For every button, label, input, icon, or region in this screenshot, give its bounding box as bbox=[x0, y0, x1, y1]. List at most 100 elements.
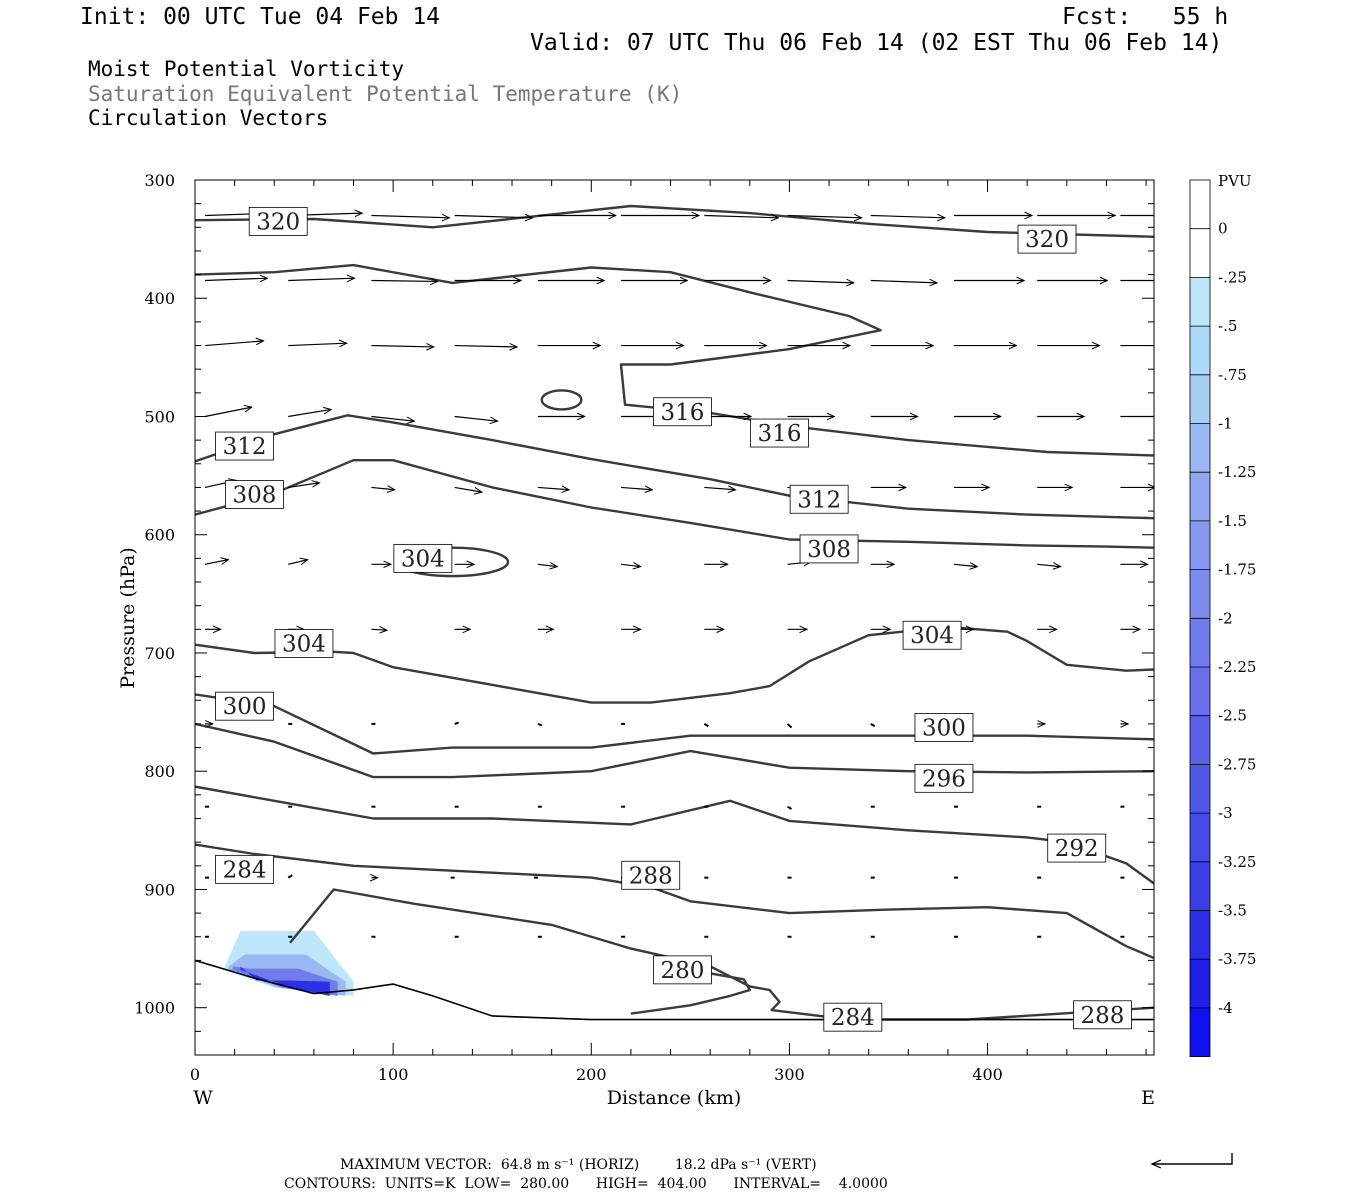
circulation-vector bbox=[204, 407, 252, 418]
circulation-vector bbox=[870, 281, 937, 283]
max-vector-text: MAXIMUM VECTOR: 64.8 m s⁻¹ (HORIZ) 18.2 … bbox=[340, 1157, 817, 1173]
contour-label-text: 300 bbox=[223, 694, 267, 720]
init-time: Init: 00 UTC Tue 04 Feb 14 bbox=[80, 4, 441, 30]
contour-label-box bbox=[215, 854, 274, 884]
circulation-vector bbox=[371, 629, 387, 630]
contour-label-box bbox=[1047, 833, 1107, 863]
x-tick-label: 0 bbox=[190, 1065, 200, 1084]
circulation-vector bbox=[287, 874, 293, 879]
circulation-vector bbox=[204, 560, 228, 565]
contour-label-284: 284 bbox=[823, 1002, 883, 1032]
colorbar-swatch bbox=[1190, 472, 1210, 521]
colorbar-label: -.25 bbox=[1218, 268, 1247, 286]
x-tick-label: 100 bbox=[378, 1065, 409, 1084]
x-tick-label: 300 bbox=[774, 1065, 805, 1084]
colorbar-label: -3.25 bbox=[1218, 853, 1256, 871]
title-vectors: Circulation Vectors bbox=[88, 106, 329, 130]
contour-label-box bbox=[621, 860, 681, 890]
y-tick-label: 900 bbox=[144, 880, 175, 899]
contour-label-text: 320 bbox=[1025, 227, 1069, 253]
contour-312 bbox=[195, 414, 1154, 520]
y-tick-label: 300 bbox=[144, 171, 175, 190]
contour-label-box bbox=[653, 955, 712, 985]
contour-label-box bbox=[914, 713, 974, 742]
contour-label-layer: 320 320 316 316 312 312 308 308 304 304 304 300 300 2… bbox=[215, 206, 1132, 1032]
colorbar-unit: PVU bbox=[1218, 172, 1252, 190]
contour-label-text: 316 bbox=[758, 421, 802, 447]
colorbar-swatch bbox=[1190, 423, 1210, 473]
circulation-vector bbox=[288, 560, 308, 565]
circulation-vector bbox=[621, 564, 641, 566]
contour-label-300: 300 bbox=[914, 713, 974, 742]
circulation-vector bbox=[870, 215, 945, 217]
colorbar-swatch bbox=[1190, 520, 1210, 570]
contour-label-text: 296 bbox=[922, 766, 966, 792]
circulation-vector bbox=[454, 346, 517, 347]
colorbar-swatch bbox=[1190, 277, 1210, 327]
circulation-vector bbox=[1037, 564, 1060, 566]
contour-label-288: 288 bbox=[1073, 1000, 1132, 1030]
contour-label-292: 292 bbox=[1047, 833, 1107, 863]
contour-label-text: 280 bbox=[660, 958, 704, 984]
contour-label-296: 296 bbox=[914, 763, 974, 793]
colorbar-swatch bbox=[1190, 910, 1210, 960]
contour-label-text: 304 bbox=[282, 632, 326, 658]
y-tick-label: 800 bbox=[144, 762, 175, 781]
contour-label-box bbox=[274, 629, 334, 658]
colorbar-label: -1.25 bbox=[1218, 463, 1256, 481]
circulation-vector bbox=[870, 723, 876, 728]
contour-label-box bbox=[823, 1002, 883, 1032]
colorbar-label: -1.75 bbox=[1218, 561, 1256, 579]
colorbar-swatch bbox=[1190, 618, 1210, 667]
x-tick-label: 400 bbox=[972, 1065, 1003, 1084]
contour-label-box bbox=[653, 397, 712, 427]
circulation-vector bbox=[454, 486, 482, 492]
title-mpv: Moist Potential Vorticity bbox=[88, 57, 405, 81]
circulation-vector bbox=[787, 805, 793, 810]
colorbar-swatch bbox=[1190, 1007, 1210, 1057]
colorbar-swatch bbox=[1190, 180, 1210, 229]
circulation-vector bbox=[454, 215, 533, 217]
valid-time: Valid: 07 UTC Thu 06 Feb 14 (02 EST Thu … bbox=[530, 30, 1223, 56]
contour-label-text: 288 bbox=[629, 863, 673, 889]
contour-label-text: 308 bbox=[807, 537, 851, 563]
y-tick-label: 500 bbox=[144, 407, 175, 426]
circulation-vector bbox=[371, 346, 433, 347]
y-axis-title: Pressure (hPa) bbox=[117, 547, 139, 689]
contour-label-text: 320 bbox=[256, 209, 300, 235]
colorbar-label: -2 bbox=[1218, 609, 1233, 627]
circulation-vector bbox=[703, 723, 709, 728]
contour-layer bbox=[195, 204, 1154, 1021]
contour-288 bbox=[195, 843, 1154, 960]
contour-label-320: 320 bbox=[248, 206, 308, 236]
contour-label-312: 312 bbox=[789, 484, 849, 514]
colorbar-swatch bbox=[1190, 813, 1210, 862]
circulation-vector bbox=[371, 215, 449, 217]
contour-label-312: 312 bbox=[215, 431, 274, 461]
contour-label-box bbox=[215, 691, 274, 721]
circulation-vector bbox=[371, 281, 437, 282]
contour-label-308: 308 bbox=[225, 480, 284, 509]
colorbar-label: 0 bbox=[1218, 220, 1228, 238]
colorbar-label: -2.75 bbox=[1218, 755, 1256, 773]
contour-320 bbox=[195, 204, 1154, 238]
contour-label-text: 316 bbox=[660, 400, 704, 426]
contour-label-316: 316 bbox=[750, 418, 809, 448]
circulation-vector bbox=[204, 278, 267, 280]
colorbar-swatch bbox=[1190, 861, 1210, 911]
contour-label-box bbox=[1073, 1000, 1132, 1030]
contour-label-text: 308 bbox=[232, 483, 276, 509]
contour-296 bbox=[195, 722, 1154, 779]
contour-304 bbox=[195, 625, 1154, 704]
contour-label-text: 304 bbox=[910, 623, 954, 649]
contour-label-text: 284 bbox=[223, 857, 267, 883]
contour-label-box bbox=[902, 620, 962, 650]
y-tick-label: 600 bbox=[144, 526, 175, 545]
colorbar-swatch bbox=[1190, 569, 1210, 619]
colorbar-label: -3.75 bbox=[1218, 950, 1256, 968]
colorbar-label: -.5 bbox=[1218, 317, 1237, 335]
contour-316 bbox=[195, 263, 1154, 457]
colorbar-label: -3 bbox=[1218, 804, 1233, 822]
y-tick-label: 700 bbox=[144, 644, 175, 663]
title-theta-es: Saturation Equivalent Potential Temperat… bbox=[88, 82, 683, 106]
